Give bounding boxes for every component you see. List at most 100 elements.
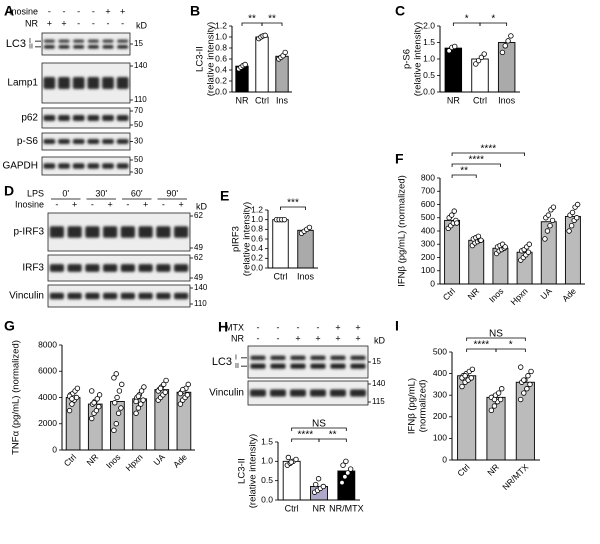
header-sign: - <box>317 322 320 332</box>
band-label: p-S6 <box>17 136 39 147</box>
data-point <box>478 54 485 61</box>
band <box>87 115 100 121</box>
band <box>116 138 129 145</box>
x-tick-label: Inos <box>498 95 516 105</box>
blot-bands <box>250 355 366 369</box>
y-axis-label: pIRF3 <box>231 226 242 252</box>
data-point <box>162 389 168 395</box>
significance-bracket <box>466 337 526 341</box>
data-point <box>184 392 191 398</box>
x-tick-label: Hpxn <box>123 452 144 473</box>
y-axis-label: (relative intensity) <box>206 22 217 96</box>
band-sub-label: II <box>235 363 239 370</box>
band <box>120 264 135 272</box>
band-label: IRF3 <box>22 263 44 274</box>
y-tick-label: 100 <box>433 433 447 443</box>
data-point <box>550 204 557 210</box>
band <box>350 363 366 369</box>
data-point <box>517 396 524 403</box>
blot-frame <box>41 62 131 104</box>
y-tick-label: 300 <box>433 389 447 399</box>
header-group: 90' <box>166 188 178 198</box>
data-point <box>342 474 348 480</box>
header-label: NR <box>25 18 38 28</box>
y-tick-label: 0.2 <box>251 253 263 263</box>
data-point <box>459 383 465 390</box>
header-sign: - <box>297 322 300 332</box>
data-point <box>446 48 452 54</box>
band <box>350 355 366 361</box>
data-point <box>528 368 534 375</box>
header-sign: - <box>121 18 124 28</box>
y-axis-label: IFNβ (pg/mL) (normalized) <box>397 175 408 287</box>
band <box>250 355 266 361</box>
y-tick-label: 0 <box>430 278 435 288</box>
significance-label: ** <box>329 430 337 441</box>
x-tick-label: Hpxn <box>508 286 529 307</box>
x-tick-label: NR <box>485 462 501 478</box>
blot-frame <box>47 284 191 308</box>
data-point <box>293 456 299 463</box>
band <box>87 45 99 49</box>
data-point <box>112 400 118 406</box>
band-label: Lamp1 <box>7 78 38 89</box>
header-sign: + <box>178 199 183 209</box>
kd-label: 140 <box>194 283 208 292</box>
blot-frame <box>41 32 131 56</box>
band <box>250 363 266 369</box>
data-point <box>116 388 123 394</box>
data-point <box>177 390 184 397</box>
band <box>138 226 153 238</box>
x-tick-label: Ade <box>560 286 578 304</box>
band <box>330 355 346 361</box>
band <box>72 138 85 145</box>
blot-frame <box>41 107 131 129</box>
y-tick-label: 2.0 <box>423 20 435 30</box>
blot-bands <box>250 389 366 397</box>
significance-label: NS <box>312 419 326 430</box>
band <box>73 45 85 49</box>
band <box>156 292 171 300</box>
band <box>270 355 286 361</box>
band <box>116 77 129 89</box>
y-tick-label: 0.0 <box>251 262 263 272</box>
header-sign: + <box>72 199 77 209</box>
x-tick-label: Ctrl <box>274 271 288 281</box>
header-label: MTX <box>225 322 244 332</box>
x-tick-label: Ctrl <box>255 95 269 105</box>
band <box>67 264 82 272</box>
x-tick-label: Ins <box>276 95 289 105</box>
data-point <box>141 384 147 390</box>
y-tick-label: 800 <box>421 172 435 182</box>
y-axis-label: (relative intensity) <box>242 202 253 276</box>
data-point <box>96 403 102 410</box>
blot-frame <box>247 345 369 379</box>
y-tick-label: 700 <box>421 186 435 196</box>
data-point <box>114 394 120 401</box>
y-tick-label: 1.5 <box>423 37 435 47</box>
data-point <box>475 233 482 239</box>
y-tick-label: 1.0 <box>215 31 227 41</box>
data-point <box>491 403 498 409</box>
y-tick-label: 1.0 <box>423 53 435 63</box>
bar <box>444 47 463 93</box>
band <box>120 292 135 300</box>
header-sign: - <box>92 18 95 28</box>
band <box>102 39 114 43</box>
y-tick-label: 0.0 <box>423 86 435 96</box>
data-point <box>242 61 248 68</box>
band <box>103 292 118 300</box>
panel-letter: G <box>4 318 15 334</box>
y-tick-label: 0.8 <box>215 42 227 52</box>
y-tick-label: 0.5 <box>261 475 273 485</box>
kd-label: 140 <box>134 61 148 70</box>
data-point <box>566 228 572 234</box>
significance-bracket <box>451 174 477 178</box>
data-point <box>495 390 502 396</box>
data-point <box>115 410 122 416</box>
band <box>250 389 266 397</box>
bar <box>275 55 289 93</box>
data-point <box>185 381 191 388</box>
band <box>87 138 100 145</box>
band <box>102 163 114 169</box>
